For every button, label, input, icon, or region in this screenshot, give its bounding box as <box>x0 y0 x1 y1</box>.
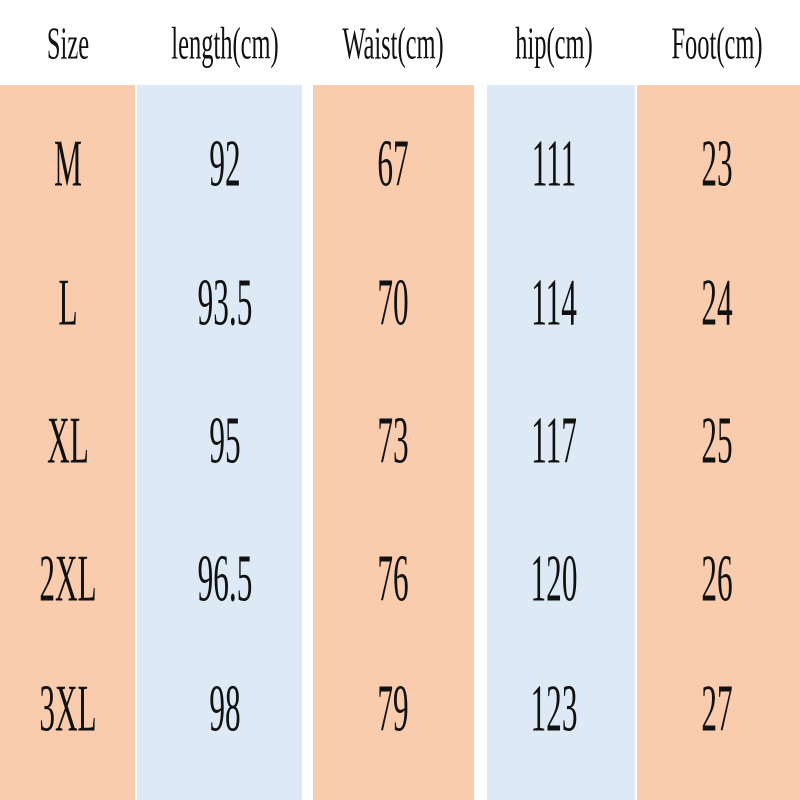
table-cell-text: 23 <box>701 126 733 200</box>
table-cell-text: 96.5 <box>197 541 253 615</box>
header-cell: Waist(cm) <box>323 19 464 69</box>
table-cell-text: 120 <box>530 541 578 615</box>
table-cell: M <box>48 126 89 200</box>
table-cell-text: 3XL <box>39 671 97 745</box>
table-cell: 95 <box>202 403 248 477</box>
header-cell: length(cm) <box>150 19 299 69</box>
table-cell-text: 2XL <box>39 541 97 615</box>
table-cell-text: 117 <box>531 403 577 477</box>
table-cell-text: 111 <box>531 126 577 200</box>
table-cell: 96.5 <box>185 541 266 615</box>
table-cell-text: 26 <box>701 541 733 615</box>
table-cell: 93.5 <box>185 265 266 339</box>
table-cell: 70 <box>370 265 416 339</box>
table-cell: 67 <box>370 126 416 200</box>
table-cell: 117 <box>520 403 587 477</box>
table-cell-text: 92 <box>209 126 241 200</box>
header-cell: hip(cm) <box>500 19 608 69</box>
table-cell: 2XL <box>26 541 110 615</box>
table-cell-text: 25 <box>701 403 733 477</box>
table-cell: 79 <box>370 671 416 745</box>
header-cell: Foot(cm) <box>654 19 781 69</box>
column-band <box>0 85 135 800</box>
table-cell: 3XL <box>26 671 110 745</box>
table-cell-text: 76 <box>377 541 409 615</box>
table-cell-text: 79 <box>377 671 409 745</box>
table-cell-text: 27 <box>701 671 733 745</box>
header-cell-text: Foot(cm) <box>671 19 763 70</box>
column-band <box>137 85 302 800</box>
column-band <box>487 85 635 800</box>
table-cell: 26 <box>694 541 740 615</box>
table-cell: 120 <box>520 541 589 615</box>
table-cell-text: 93.5 <box>197 265 253 339</box>
table-cell-text: M <box>54 126 82 200</box>
header-cell-text: Size <box>46 19 90 70</box>
table-cell: 25 <box>694 403 740 477</box>
table-cell: XL <box>37 403 98 477</box>
table-cell: 111 <box>521 126 587 200</box>
table-cell: 114 <box>520 265 587 339</box>
table-cell: 123 <box>520 671 589 745</box>
column-band <box>637 85 800 800</box>
table-cell: 76 <box>370 541 416 615</box>
table-cell-text: 123 <box>530 671 578 745</box>
table-cell: 27 <box>694 671 740 745</box>
table-cell-text: 73 <box>377 403 409 477</box>
table-cell-text: L <box>58 265 78 339</box>
table-cell-text: 24 <box>701 265 733 339</box>
table-cell: 92 <box>202 126 248 200</box>
header-cell-text: Waist(cm) <box>342 19 444 70</box>
table-cell: 73 <box>370 403 416 477</box>
column-band <box>313 85 474 800</box>
header-cell-text: hip(cm) <box>515 19 593 70</box>
table-cell-text: 98 <box>209 671 241 745</box>
table-cell-text: 67 <box>377 126 409 200</box>
table-cell-text: 114 <box>531 265 577 339</box>
table-cell: 24 <box>694 265 740 339</box>
header-cell-text: length(cm) <box>171 19 279 70</box>
header-cell: Size <box>39 19 98 69</box>
table-cell: 98 <box>202 671 248 745</box>
table-cell-text: 95 <box>209 403 241 477</box>
table-cell-text: XL <box>47 403 89 477</box>
table-cell-text: 70 <box>377 265 409 339</box>
table-cell: 23 <box>694 126 740 200</box>
table-cell: L <box>54 265 82 339</box>
